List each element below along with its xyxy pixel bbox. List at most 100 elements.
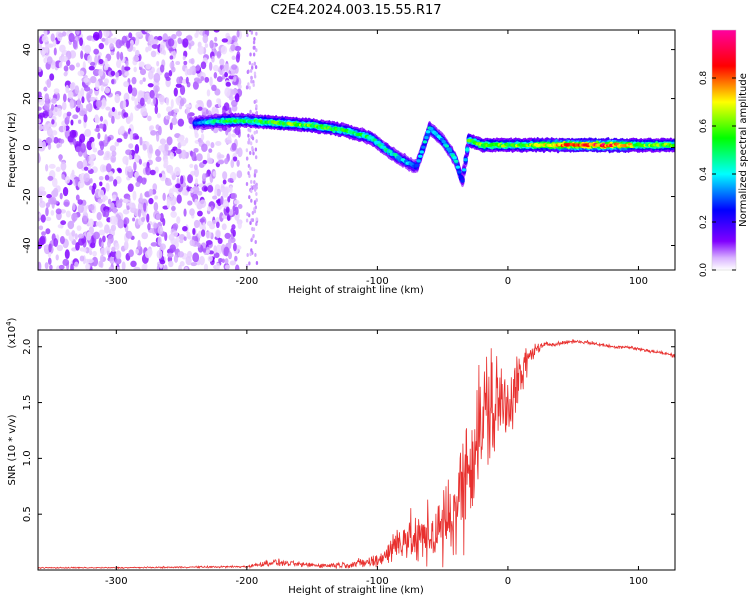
spectrogram-cell bbox=[128, 32, 133, 39]
spectrogram-cell bbox=[671, 143, 675, 147]
spectrogram-cell bbox=[65, 229, 70, 237]
spectrogram-cell bbox=[251, 136, 255, 141]
spectrogram-cell bbox=[164, 143, 169, 152]
spectrogram-cell bbox=[247, 133, 250, 138]
spectrogram-cell bbox=[171, 34, 177, 40]
spectrogram-cell bbox=[80, 142, 86, 153]
spectrogram-cell bbox=[223, 102, 230, 111]
spectrogram-cell bbox=[129, 130, 134, 141]
spectrogram-cell bbox=[98, 58, 104, 65]
spectrogram-cell bbox=[83, 172, 90, 182]
spectrogram-cell bbox=[215, 140, 222, 146]
spectrogram-cell bbox=[123, 112, 129, 118]
spectrogram-cell bbox=[225, 81, 231, 87]
spectrogram-cell bbox=[136, 175, 143, 184]
spectrogram-cell bbox=[167, 38, 175, 47]
spectrogram-cell bbox=[208, 148, 213, 153]
spectrogram-cell bbox=[59, 235, 65, 245]
spectrogram-cell bbox=[89, 185, 93, 191]
x-tick-label: 0 bbox=[505, 276, 511, 287]
spectrogram-cell bbox=[219, 212, 224, 222]
spectrogram-cell bbox=[163, 264, 168, 270]
spectrogram-cell bbox=[79, 110, 86, 117]
spectrogram-cell bbox=[230, 44, 236, 52]
spectrogram-cell bbox=[62, 93, 67, 103]
spectrogram-cell bbox=[104, 133, 108, 144]
spectrogram-cell bbox=[158, 94, 165, 103]
spectrogram-cell bbox=[94, 128, 101, 133]
spectrogram-cell bbox=[104, 224, 110, 234]
spectrogram-cell bbox=[228, 208, 234, 216]
spectrogram-cell bbox=[42, 124, 50, 131]
spectrogram-cell bbox=[122, 198, 129, 204]
spectrogram-cell bbox=[153, 72, 161, 83]
spectrogram-cell bbox=[38, 261, 42, 270]
spectrogram-cell bbox=[236, 159, 240, 167]
spectrogram-cell bbox=[148, 197, 154, 205]
spectrogram-cell bbox=[39, 196, 43, 204]
spectrogram-cell bbox=[111, 106, 116, 113]
spectrogram-cell bbox=[169, 152, 175, 160]
spectrogram-cell bbox=[184, 266, 189, 270]
spectrogram-cell bbox=[197, 210, 203, 217]
snr-multiplier: (x104) bbox=[5, 317, 18, 348]
spectrogram-cell bbox=[123, 81, 129, 88]
y-tick-label: 2.0 bbox=[22, 339, 33, 355]
spectrogram-cell bbox=[177, 37, 182, 45]
spectrogram-cell bbox=[232, 242, 237, 252]
spectrogram-cell bbox=[225, 139, 232, 144]
spectrogram-cell bbox=[224, 71, 228, 78]
spectrogram-cell bbox=[83, 86, 91, 92]
colorbar-gradient bbox=[712, 30, 736, 270]
spectrogram-cell bbox=[113, 216, 118, 226]
spectrogram-cell bbox=[115, 39, 123, 49]
spectrogram-cell bbox=[190, 58, 195, 65]
spectrogram-cell bbox=[91, 256, 99, 267]
spectrogram-cell bbox=[235, 53, 240, 63]
spectrogram-cell bbox=[253, 130, 256, 135]
spectrogram-cell bbox=[66, 59, 71, 67]
spectrogram-cell bbox=[193, 219, 200, 229]
spectrogram-cell bbox=[122, 99, 127, 109]
spectrogram-cell bbox=[157, 236, 162, 246]
spectrogram-cell bbox=[253, 74, 257, 79]
spectrogram-cell bbox=[246, 253, 249, 258]
spectrogram-cell bbox=[190, 262, 198, 267]
spectrogram-cell bbox=[46, 194, 53, 199]
spectrogram-cell bbox=[128, 154, 133, 161]
spectrogram-ylabel: Frequency (Hz) bbox=[7, 112, 18, 188]
spectrogram-cell bbox=[175, 30, 182, 37]
spectrogram-cell bbox=[202, 222, 206, 231]
spectrogram-cell bbox=[175, 183, 181, 189]
spectrogram-cell bbox=[232, 75, 237, 83]
spectrogram-cell bbox=[180, 175, 184, 185]
spectrogram-cell bbox=[255, 104, 258, 109]
spectrogram-cell bbox=[147, 115, 152, 122]
spectrogram-cell bbox=[254, 65, 258, 70]
spectrogram-cell bbox=[153, 202, 159, 212]
spectrogram-cell bbox=[96, 211, 102, 221]
spectrogram-cell bbox=[74, 85, 80, 95]
spectrogram-cell bbox=[414, 163, 420, 168]
spectrogram-cell bbox=[237, 221, 242, 230]
spectrogram-cell bbox=[128, 143, 134, 149]
spectrogram-cell bbox=[204, 76, 210, 83]
spectrogram-cell bbox=[72, 138, 77, 146]
spectrogram-cell bbox=[48, 110, 52, 118]
spectrogram-cell bbox=[170, 210, 177, 218]
spectrogram-cell bbox=[159, 243, 166, 251]
spectrogram-cell bbox=[94, 80, 100, 91]
spectrogram-cell bbox=[70, 119, 74, 126]
spectrogram-cell bbox=[69, 82, 75, 90]
spectrogram-cell bbox=[45, 202, 51, 208]
spectrogram-cell bbox=[43, 86, 48, 92]
spectrogram-cell bbox=[179, 233, 186, 241]
spectrogram-cell bbox=[74, 233, 78, 240]
spectrogram-cell bbox=[57, 108, 62, 118]
spectrogram-cell bbox=[250, 179, 253, 184]
spectrogram-cell bbox=[70, 263, 74, 270]
spectrogram-cell bbox=[55, 208, 62, 215]
spectrogram-cell bbox=[198, 183, 204, 188]
spectrogram-cell bbox=[200, 133, 205, 141]
